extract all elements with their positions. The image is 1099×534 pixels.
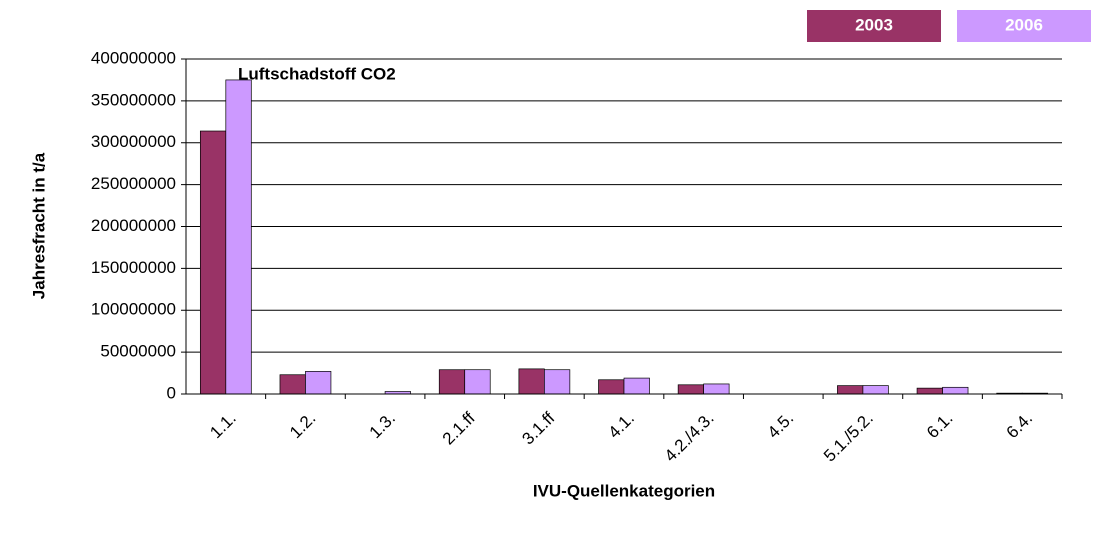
y-tick-label: 350000000 <box>91 90 176 109</box>
y-tick-label: 0 <box>167 383 176 402</box>
bar <box>862 385 889 395</box>
x-tick-label: 3.1.ff <box>518 408 558 448</box>
bar <box>677 384 704 395</box>
bar <box>916 387 943 395</box>
legend-label: 2006 <box>1005 15 1043 34</box>
x-tick-label: 4.5. <box>764 409 797 442</box>
bar <box>279 374 306 395</box>
x-tick-label: 5.1./5.2. <box>820 409 877 466</box>
x-tick-label: 6.4. <box>1003 409 1036 442</box>
y-tick-label: 50000000 <box>100 342 176 361</box>
bar <box>703 383 730 395</box>
y-tick-label: 200000000 <box>91 216 176 235</box>
x-tick-label: 4.1. <box>605 409 638 442</box>
bar <box>598 379 625 395</box>
legend-label: 2003 <box>855 15 893 34</box>
bar <box>199 130 227 395</box>
y-tick-label: 100000000 <box>91 300 176 319</box>
x-tick-label: 4.2./4.3. <box>661 409 718 466</box>
y-tick-label: 400000000 <box>91 48 176 67</box>
x-tick-label: 6.1. <box>923 409 956 442</box>
y-axis-title: Jahresfracht in t/a <box>29 152 48 299</box>
bar <box>942 386 969 395</box>
x-tick-label: 1.2. <box>286 409 319 442</box>
y-tick-label: 250000000 <box>91 174 176 193</box>
x-tick-label: 2.1.ff <box>439 408 479 448</box>
bar <box>518 368 545 395</box>
bar <box>837 385 864 395</box>
legend-swatch <box>807 10 941 42</box>
chart-title: Luftschadstoff CO2 <box>238 64 396 83</box>
x-tick-label: 1.1. <box>206 409 239 442</box>
y-tick-label: 300000000 <box>91 132 176 151</box>
y-tick-label: 150000000 <box>91 258 176 277</box>
bar <box>464 369 491 395</box>
bar <box>305 371 332 395</box>
legend-swatch <box>957 10 1091 42</box>
x-tick-label: 1.3. <box>366 409 399 442</box>
x-axis-title: IVU-Quellenkategorien <box>533 481 715 500</box>
bar <box>544 369 571 395</box>
bar <box>623 377 650 395</box>
bar <box>438 369 466 395</box>
bar <box>225 79 252 395</box>
